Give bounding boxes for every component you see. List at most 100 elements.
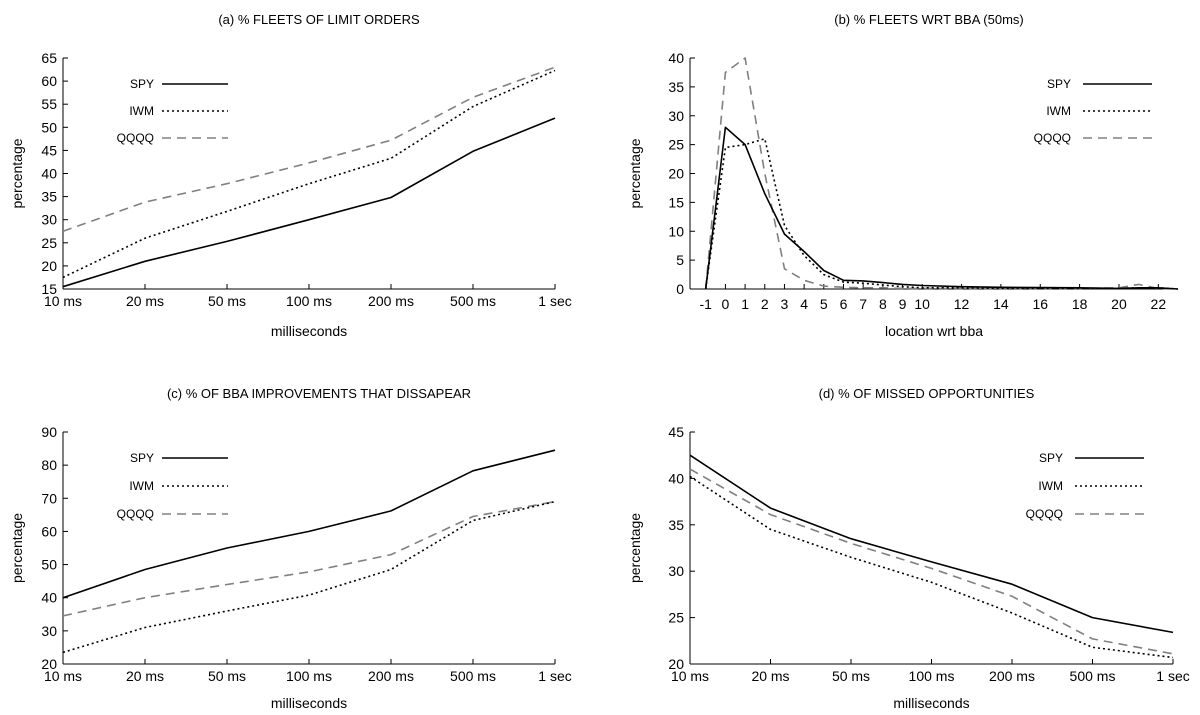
x-tick-label: 9	[899, 296, 907, 312]
series-line-iwm	[62, 69, 556, 279]
series-line-iwm	[689, 475, 1174, 659]
x-tick-label: 200 ms	[989, 668, 1035, 684]
y-tick-label: 30	[668, 563, 684, 579]
legend: SPY IWM QQQQ	[1026, 451, 1144, 521]
x-tick-label: 1 sec	[538, 668, 571, 684]
x-tick-label: 50 ms	[208, 293, 246, 309]
x-tick-label: 3	[781, 296, 789, 312]
x-tick-label: 1 sec	[1156, 668, 1189, 684]
x-tick-label: 20 ms	[126, 293, 164, 309]
x-tick-label: 10	[914, 296, 930, 312]
chart-title: (b) % FLEETS WRT BBA (50ms)	[834, 12, 1024, 27]
legend-label-iwm: IWM	[129, 479, 154, 493]
x-tick-label: 10 ms	[671, 668, 709, 684]
y-tick-label: 30	[668, 108, 684, 124]
x-tick-label: 4	[800, 296, 808, 312]
legend: SPY IWM QQQQ	[117, 77, 228, 145]
y-tick-label: 5	[676, 252, 684, 268]
y-tick-label: 10	[668, 223, 684, 239]
series-line-spy	[62, 449, 556, 599]
chart-d: (d) % OF MISSED OPPORTUNITIES 20 25 30 35 40 4…	[627, 386, 1190, 711]
y-axis-label: percentage	[627, 513, 643, 583]
x-tick-label: 12	[954, 296, 970, 312]
x-tick-label: -1	[700, 296, 713, 312]
y-tick-label: 45	[41, 142, 57, 158]
legend-label-spy: SPY	[130, 77, 154, 91]
legend-label-iwm: IWM	[1046, 104, 1071, 118]
y-tick-label: 0	[676, 281, 684, 297]
y-tick-label: 30	[41, 623, 57, 639]
y-axis-label: percentage	[9, 138, 25, 208]
y-tick-label: 45	[668, 424, 684, 440]
y-tick-label: 40	[668, 50, 684, 66]
series-line-spy	[62, 117, 556, 288]
x-tick-label: 50 ms	[208, 668, 246, 684]
series-line-qqqq	[62, 66, 556, 233]
y-tick-label: 50	[41, 119, 57, 135]
x-tick-label: 10 ms	[44, 668, 82, 684]
x-tick-label: 500 ms	[1070, 668, 1116, 684]
x-tick-label: 500 ms	[450, 293, 496, 309]
x-tick-label: 20 ms	[126, 668, 164, 684]
y-tick-label: 30	[41, 212, 57, 228]
y-tick-label: 35	[668, 517, 684, 533]
x-tick-label: 100 ms	[286, 668, 332, 684]
y-tick-label: 15	[668, 194, 684, 210]
y-tick-label: 90	[41, 424, 57, 440]
y-tick-label: 40	[41, 590, 57, 606]
y-tick-label: 65	[41, 50, 57, 66]
x-tick-label: 0	[722, 296, 730, 312]
x-tick-label: 22	[1151, 296, 1167, 312]
x-tick-label: 500 ms	[450, 668, 496, 684]
series-line-iwm	[704, 138, 1179, 290]
series-line-spy	[704, 126, 1179, 290]
x-tick-label: 1	[741, 296, 749, 312]
x-tick-label: 20	[1111, 296, 1127, 312]
legend-label-spy: SPY	[1039, 451, 1063, 465]
y-tick-label: 25	[668, 610, 684, 626]
y-tick-label: 20	[668, 656, 684, 672]
legend-label-qqqq: QQQQ	[117, 131, 154, 145]
x-tick-label: 1 sec	[538, 293, 571, 309]
y-tick-label: 20	[668, 166, 684, 182]
legend-label-spy: SPY	[130, 451, 154, 465]
x-axis-label: milliseconds	[271, 695, 347, 711]
y-tick-label: 25	[41, 235, 57, 251]
chart-a: (a) % FLEETS OF LIMIT ORDERS 15 20 25 30 35 40…	[9, 12, 572, 339]
y-tick-label: 35	[668, 79, 684, 95]
chart-title: (d) % OF MISSED OPPORTUNITIES	[819, 386, 1035, 401]
series-line-spy	[689, 454, 1174, 634]
y-tick-label: 25	[668, 137, 684, 153]
x-tick-label: 200 ms	[368, 293, 414, 309]
chart-b: (b) % FLEETS WRT BBA (50ms)0510152025303…	[627, 12, 1179, 339]
y-tick-label: 60	[41, 73, 57, 89]
x-tick-label: 50 ms	[832, 668, 870, 684]
y-tick-label: 20	[41, 656, 57, 672]
y-tick-label: 55	[41, 96, 57, 112]
y-tick-label: 60	[41, 523, 57, 539]
y-tick-label: 40	[668, 470, 684, 486]
x-tick-label: 100 ms	[909, 668, 955, 684]
legend: SPY IWM QQQQ	[117, 451, 228, 521]
x-tick-label: 20 ms	[751, 668, 789, 684]
x-tick-label: 18	[1072, 296, 1088, 312]
x-tick-label: 100 ms	[286, 293, 332, 309]
x-tick-label: 8	[879, 296, 887, 312]
x-tick-label: 2	[761, 296, 769, 312]
x-tick-label: 16	[1032, 296, 1048, 312]
series-line-qqqq	[704, 57, 1179, 290]
x-tick-label: 5	[820, 296, 828, 312]
y-tick-label: 70	[41, 490, 57, 506]
legend-label-qqqq: QQQQ	[1034, 131, 1071, 145]
series-line-iwm	[62, 500, 556, 654]
series-line-qqqq	[689, 468, 1174, 655]
x-tick-label: 7	[859, 296, 867, 312]
x-tick-label: 6	[840, 296, 848, 312]
legend-label-qqqq: QQQQ	[117, 507, 154, 521]
y-tick-label: 15	[41, 281, 57, 297]
series-line-qqqq	[62, 500, 556, 617]
x-axis-label: milliseconds	[271, 323, 347, 339]
y-axis-label: percentage	[9, 513, 25, 583]
legend-label-iwm: IWM	[129, 104, 154, 118]
